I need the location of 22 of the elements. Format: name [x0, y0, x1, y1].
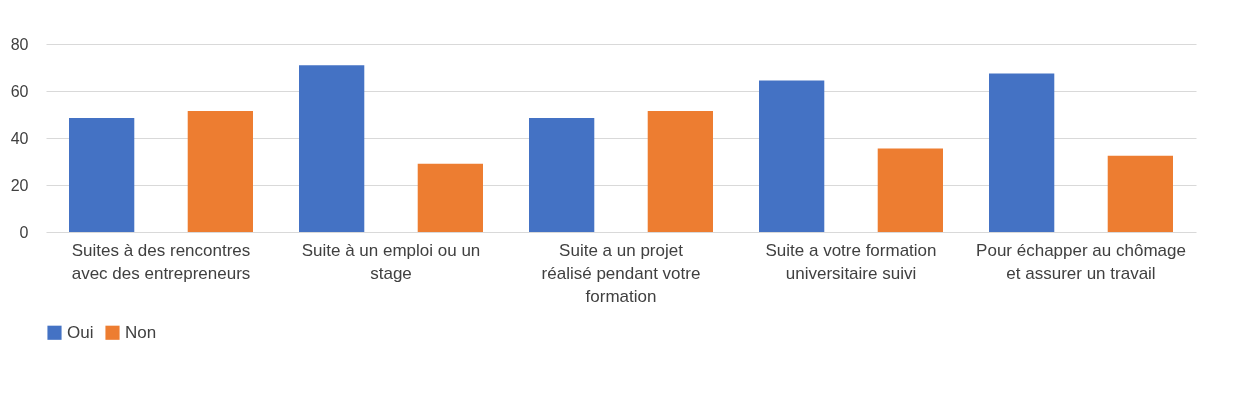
bar — [69, 118, 135, 232]
x-tick-label: Suite à un emploi ou un stage — [301, 240, 481, 283]
bar — [647, 110, 713, 232]
bar — [759, 80, 825, 232]
bar — [187, 110, 253, 232]
bar — [989, 73, 1055, 232]
legend-label: Non — [125, 322, 157, 342]
y-tick-label: 60 — [10, 82, 29, 100]
x-tick-label: Suite a un projet réalisé pendant votre formation — [541, 240, 701, 306]
bar — [529, 118, 595, 232]
bar — [1107, 155, 1173, 232]
legend-label: Oui — [67, 322, 94, 342]
x-tick-label: Suites à des rencontres avec des entrepreneurs — [71, 240, 251, 283]
y-tick-label: 0 — [19, 223, 29, 241]
bar — [417, 163, 483, 232]
x-tick-label: Pour échapper au chômage et assurer un travail — [976, 240, 1186, 283]
bar — [877, 148, 943, 232]
y-tick-label: 20 — [10, 176, 29, 194]
x-tick-label: Suite a votre formation universitaire suivi — [765, 240, 937, 283]
y-tick-label: 40 — [10, 129, 29, 147]
y-tick-label: 80 — [10, 35, 29, 53]
bar — [299, 65, 365, 232]
